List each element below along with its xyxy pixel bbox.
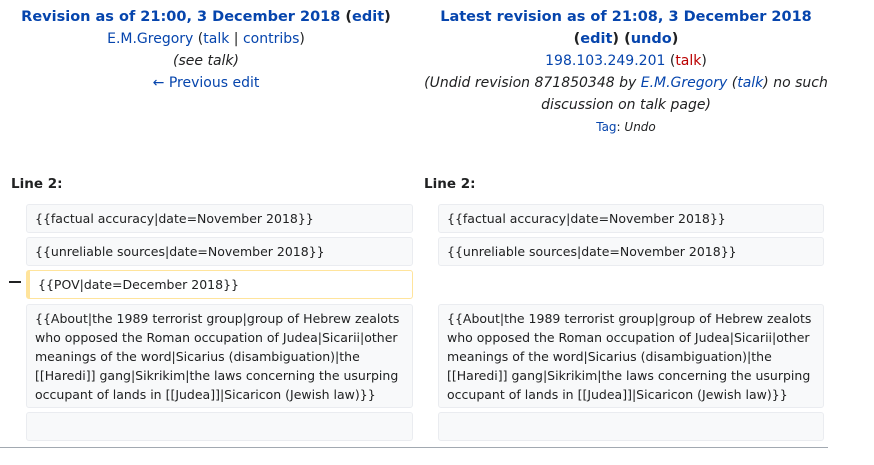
left-context-line-1: {{factual accuracy|date=November 2018}} (26, 204, 413, 233)
ip-talk-link[interactable]: talk (675, 53, 702, 69)
tag-line: Tag: Undo (596, 120, 656, 134)
right-context-line-1: {{factual accuracy|date=November 2018}} (438, 204, 824, 233)
right-edit-link[interactable]: edit (580, 31, 613, 47)
left-user-line: E.M.Gregory (talk | contribs) (107, 31, 305, 47)
bottom-divider (0, 447, 828, 448)
deleted-line: {{POV|date=December 2018}} (26, 270, 413, 299)
left-edit-summary: (see talk) (173, 53, 239, 69)
right-revision-title: Latest revision as of 21:08, 3 December … (412, 6, 840, 28)
left-revision-title: Revision as of 21:00, 3 December 2018 (e… (21, 9, 391, 25)
right-user-line: 198.103.249.201 (talk) (545, 53, 707, 69)
right-revision-link[interactable]: Latest revision as of 21:08, 3 December … (440, 9, 812, 25)
left-edit-link[interactable]: edit (352, 9, 385, 25)
summary-talk-link[interactable]: talk (737, 75, 764, 91)
summary-user-link[interactable]: E.M.Gregory (640, 75, 728, 91)
right-context-line-4 (438, 412, 824, 441)
right-line-number: Line 2: (424, 176, 476, 192)
deleted-line-marker (9, 281, 21, 283)
tag-value: Undo (624, 120, 656, 134)
tag-label-link[interactable]: Tag (596, 120, 617, 134)
ip-user-link[interactable]: 198.103.249.201 (545, 53, 666, 69)
left-contribs-link[interactable]: contribs (242, 31, 300, 47)
left-context-line-3: {{About|the 1989 terrorist group|group o… (26, 304, 413, 408)
left-context-line-2: {{unreliable sources|date=November 2018}… (26, 237, 413, 266)
left-context-line-4 (26, 412, 413, 441)
undo-link[interactable]: undo (630, 31, 672, 47)
left-user-link[interactable]: E.M.Gregory (107, 31, 194, 47)
right-edit-summary: (Undid revision 871850348 by E.M.Gregory… (424, 75, 828, 113)
left-talk-link[interactable]: talk (203, 31, 230, 47)
left-revision-header: Revision as of 21:00, 3 December 2018 (e… (0, 6, 412, 94)
left-revision-link[interactable]: Revision as of 21:00, 3 December 2018 (21, 9, 341, 25)
right-revision-header: Latest revision as of 21:08, 3 December … (412, 6, 840, 138)
right-context-line-2: {{unreliable sources|date=November 2018}… (438, 237, 824, 266)
previous-edit-link[interactable]: ← Previous edit (152, 75, 260, 91)
left-line-number: Line 2: (11, 176, 63, 192)
right-context-line-3: {{About|the 1989 terrorist group|group o… (438, 304, 824, 408)
